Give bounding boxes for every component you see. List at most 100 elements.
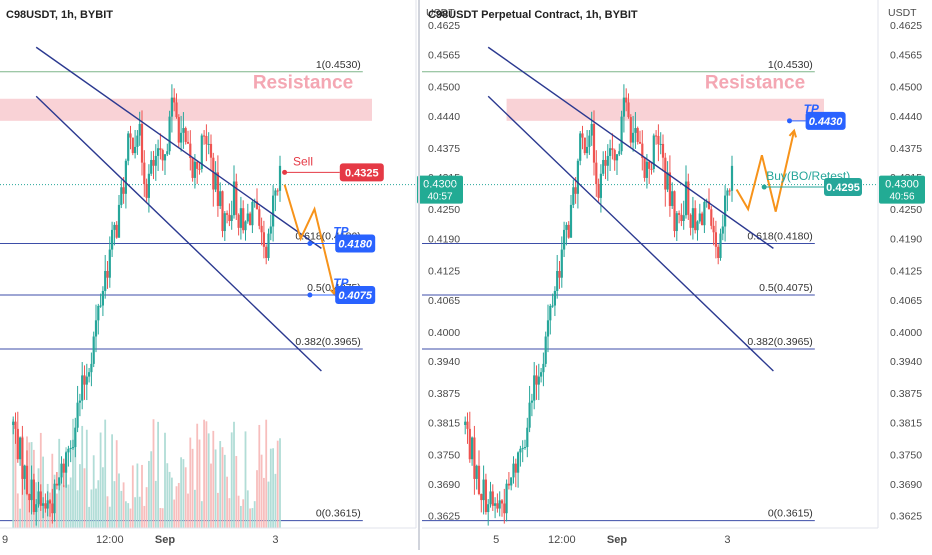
- volume-bar: [164, 432, 166, 528]
- x-tick-label: 12:00: [548, 534, 576, 546]
- candle-body: [180, 132, 183, 143]
- candle-body: [237, 214, 240, 228]
- volume-bar: [122, 482, 125, 528]
- countdown-value: 40:56: [889, 192, 914, 203]
- candle-body: [92, 336, 95, 364]
- candle-body: [113, 224, 116, 230]
- candle-body: [19, 437, 22, 460]
- candle-body: [193, 161, 196, 178]
- volume-bar: [129, 508, 132, 528]
- candle-body: [468, 428, 471, 460]
- candle-body: [507, 483, 510, 486]
- volume-bar: [263, 477, 265, 528]
- candle-body: [482, 479, 485, 501]
- candle-body: [23, 465, 26, 479]
- candle-body: [710, 209, 713, 226]
- volume-bar: [237, 495, 240, 528]
- chart-title: C98USDT Perpetual Contract, 1h, BYBIT: [428, 9, 638, 21]
- candle-body: [12, 421, 15, 425]
- volume-bar: [28, 442, 31, 528]
- candle-body: [544, 336, 547, 364]
- candle-body: [111, 229, 114, 250]
- y-tick-label: 0.4250: [890, 204, 922, 216]
- candle-body: [32, 479, 35, 513]
- candle-body: [205, 136, 208, 145]
- candle-body: [533, 375, 536, 401]
- candle-body: [140, 123, 144, 163]
- candle-body: [230, 215, 233, 222]
- volume-bar: [111, 434, 113, 528]
- candle-body: [661, 143, 665, 158]
- y-tick-label: 0.3750: [890, 449, 922, 461]
- chart-title: C98USDT, 1h, BYBIT: [6, 9, 113, 21]
- volume-bar: [200, 501, 203, 528]
- volume-bar: [97, 480, 100, 528]
- candle-body: [223, 213, 226, 232]
- candle-body: [115, 224, 118, 238]
- candle-body: [90, 363, 93, 373]
- y-tick-label: 0.4625: [890, 20, 922, 32]
- candle-body: [272, 195, 275, 227]
- candle-body: [198, 168, 201, 170]
- volume-bar: [113, 481, 116, 528]
- candle-body: [143, 162, 146, 185]
- candle-body: [101, 290, 104, 306]
- candle-body: [53, 483, 56, 514]
- candle-body: [636, 128, 639, 142]
- volume-bar: [150, 451, 153, 528]
- volume-bar: [253, 501, 256, 528]
- y-axis-currency: USDT: [888, 7, 917, 19]
- volume-bar: [141, 464, 143, 528]
- candle-body: [549, 305, 552, 321]
- volume-bar: [161, 508, 164, 528]
- candle-body: [76, 402, 79, 428]
- volume-bar: [166, 463, 169, 528]
- candle-body: [473, 437, 476, 479]
- candle-body: [475, 465, 478, 479]
- candle-body: [572, 187, 575, 205]
- candle-body: [39, 491, 42, 506]
- tp-badge: [805, 111, 846, 130]
- candle-body: [569, 204, 573, 238]
- candle-body: [242, 208, 245, 231]
- candle-body: [606, 155, 609, 166]
- candle-body: [687, 181, 690, 215]
- y-tick-label: 0.4065: [890, 295, 922, 307]
- volume-bar: [102, 467, 104, 528]
- candle-body: [249, 213, 252, 226]
- candle-body: [42, 503, 45, 506]
- volume-bar: [217, 492, 219, 528]
- candle-body: [712, 225, 715, 233]
- channel-lower-line: [35, 95, 322, 372]
- projection-arrowhead: [788, 128, 797, 138]
- candle-body: [246, 213, 249, 222]
- volume-bar: [265, 419, 268, 528]
- resistance-zone: [0, 98, 372, 121]
- x-tick-label: 3: [724, 534, 730, 546]
- volume-bar: [23, 465, 26, 528]
- y-tick-label: 0.3625: [890, 511, 922, 523]
- candle-body: [537, 376, 540, 385]
- projection-path: [283, 184, 337, 296]
- candle-body: [565, 224, 568, 230]
- volume-bar: [244, 431, 247, 528]
- candle-body: [730, 165, 734, 191]
- x-tick-label: 5: [493, 534, 499, 546]
- candle-body: [269, 226, 272, 234]
- candle-body: [106, 270, 109, 278]
- y-tick-label: 0.4125: [890, 265, 922, 277]
- buy-badge-value: 0.4295: [826, 182, 860, 194]
- volume-bar: [258, 424, 261, 528]
- candle-body: [129, 133, 132, 138]
- volume-bar: [85, 429, 88, 528]
- candle-body: [260, 225, 263, 233]
- volume-bar: [276, 440, 279, 528]
- candle-body: [684, 181, 688, 216]
- candle-body: [671, 191, 674, 206]
- candle-body: [581, 133, 584, 138]
- volume-bar: [279, 438, 281, 528]
- candle-body: [586, 146, 589, 154]
- candle-body: [58, 477, 61, 486]
- candle-body: [696, 221, 699, 231]
